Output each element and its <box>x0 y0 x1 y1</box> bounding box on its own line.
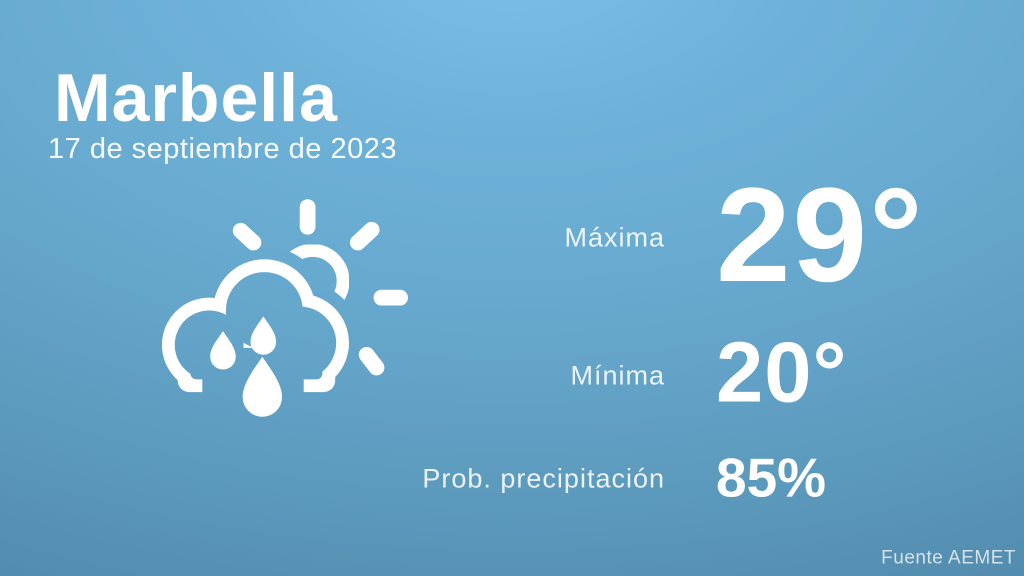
raindrop-small-left-icon <box>210 331 236 370</box>
min-temp-label: Mínima <box>570 360 665 391</box>
raindrops-icon <box>210 316 283 417</box>
precipitation-prob-label: Prob. precipitación <box>422 463 665 494</box>
source-attribution: Fuente AEMET <box>881 547 1016 569</box>
sun-ray-upper-left-icon <box>232 222 262 251</box>
min-temp-value: 20° <box>716 325 848 421</box>
location-title: Marbella <box>54 60 338 136</box>
max-temp-value: 29° <box>716 161 925 310</box>
max-temp-label: Máxima <box>564 222 665 253</box>
forecast-date: 17 de septiembre de 2023 <box>48 133 397 165</box>
precipitation-prob-value: 85% <box>716 446 827 509</box>
raindrop-small-right-icon <box>250 316 277 355</box>
raindrop-big-icon <box>242 356 283 417</box>
sun-behind-rain-cloud-icon <box>161 199 409 417</box>
sun-ray-upper-right-icon <box>349 221 380 251</box>
sun-ray-lower-right-icon <box>358 346 385 376</box>
